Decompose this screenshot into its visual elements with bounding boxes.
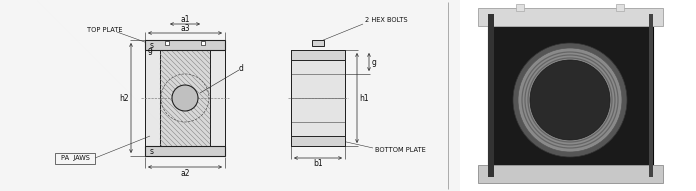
Text: g: g	[372, 57, 377, 66]
Text: 2 HEX BOLTS: 2 HEX BOLTS	[365, 17, 408, 23]
Text: s: s	[150, 40, 154, 49]
Bar	[145, 50, 160, 146]
Bar	[291, 50, 345, 146]
Text: d: d	[239, 63, 244, 73]
Text: TOP PLATE: TOP PLATE	[87, 27, 122, 33]
Bar	[160, 50, 210, 146]
Bar	[478, 8, 663, 26]
Text: h2: h2	[119, 94, 129, 103]
Circle shape	[172, 85, 198, 111]
Text: a2: a2	[180, 168, 190, 177]
Bar	[312, 40, 324, 46]
Bar	[291, 50, 345, 60]
Text: s: s	[150, 146, 154, 155]
Bar	[488, 14, 653, 177]
Circle shape	[518, 48, 622, 152]
Bar	[145, 40, 225, 50]
Bar	[210, 50, 225, 146]
Bar	[201, 41, 205, 45]
Text: BOTTOM PLATE: BOTTOM PLATE	[375, 147, 426, 153]
Circle shape	[530, 60, 610, 140]
Text: PA  JAWS: PA JAWS	[61, 155, 90, 161]
Bar	[616, 4, 624, 11]
Text: a1: a1	[180, 15, 190, 23]
Text: b1: b1	[313, 159, 323, 168]
Bar	[516, 4, 524, 11]
Bar	[291, 136, 345, 146]
Bar	[488, 14, 494, 177]
Bar	[460, 0, 696, 191]
Text: g: g	[148, 45, 152, 54]
Bar	[649, 14, 653, 177]
Bar	[478, 165, 663, 183]
Text: a3: a3	[180, 23, 190, 32]
Circle shape	[513, 43, 627, 157]
Bar	[165, 41, 169, 45]
Bar	[55, 153, 95, 164]
Text: h1: h1	[359, 94, 369, 103]
Bar	[145, 146, 225, 156]
